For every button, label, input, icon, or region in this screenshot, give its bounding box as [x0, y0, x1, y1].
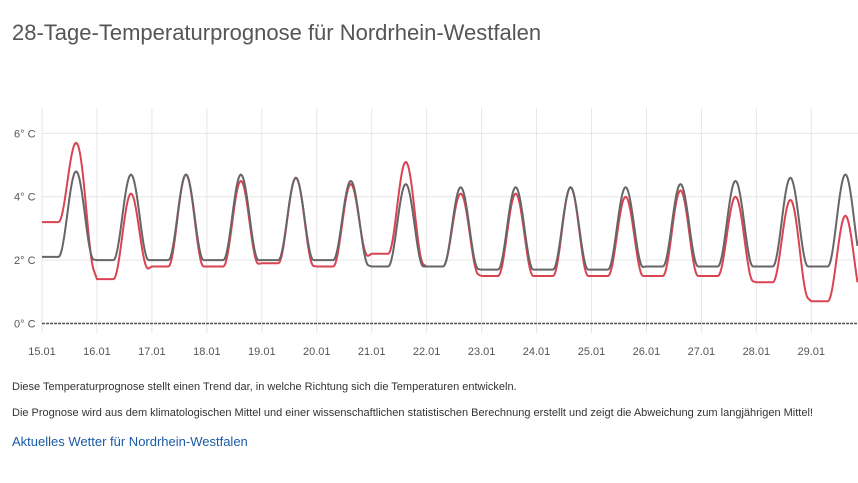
- y-tick-label: 6° C: [14, 128, 36, 140]
- x-tick-label: 29.01: [798, 346, 826, 358]
- x-tick-label: 24.01: [523, 346, 551, 358]
- x-tick-label: 22.01: [413, 346, 441, 358]
- x-tick-label: 18.01: [193, 346, 221, 358]
- x-tick-label: 25.01: [578, 346, 606, 358]
- x-tick-label: 28.01: [743, 346, 771, 358]
- x-tick-label: 27.01: [688, 346, 716, 358]
- x-tick-label: 19.01: [248, 346, 276, 358]
- y-tick-label: 4° C: [14, 192, 36, 204]
- x-tick-label: 21.01: [358, 346, 386, 358]
- series-layer: [42, 141, 858, 303]
- x-tick-label: 26.01: [633, 346, 661, 358]
- grid-layer: [41, 108, 858, 333]
- x-tick-label: 15.01: [28, 346, 56, 358]
- x-tick-label: 17.01: [138, 346, 166, 358]
- forecast-method-description: Die Prognose wird aus dem klimatologisch…: [12, 407, 813, 419]
- axis-layer: 15.01 16.01 17.01 18.01 19.01 20.01 21.01 22.01…: [14, 128, 858, 358]
- x-tick-label: 16.01: [83, 346, 111, 358]
- current-weather-link[interactable]: Aktuelles Wetter für Nordrhein-Westfalen: [12, 434, 248, 449]
- forecast-series-line: [42, 141, 858, 303]
- y-tick-label: 0° C: [14, 318, 36, 330]
- forecast-description: Diese Temperaturprognose stellt einen Tr…: [12, 381, 517, 393]
- x-tick-label: 20.01: [303, 346, 331, 358]
- y-tick-label: 2° C: [14, 255, 36, 267]
- x-tick-label: 23.01: [468, 346, 496, 358]
- climate-mean-series-line: [42, 170, 858, 271]
- page-title: 28-Tage-Temperaturprognose für Nordrhein…: [12, 20, 542, 45]
- temperature-chart: 15.01 16.01 17.01 18.01 19.01 20.01 21.01 22.01…: [14, 108, 858, 358]
